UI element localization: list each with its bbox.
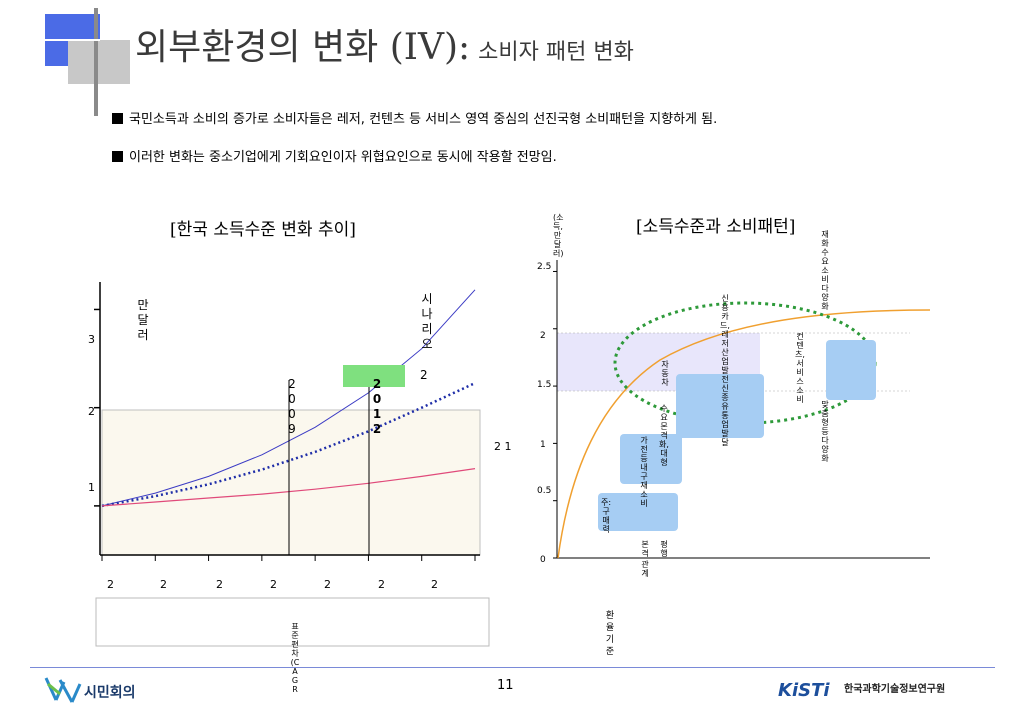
bullet-item-1: 국민소득과 소비의 증가로 소비자들은 레저, 컨텐츠 등 서비스 영역 중심의… bbox=[112, 108, 717, 127]
x-tick-label: 2 bbox=[216, 578, 223, 591]
header-decoration-gray bbox=[68, 40, 130, 84]
right-y-tick-2: 2 bbox=[540, 331, 546, 341]
x-tick-label: 2 bbox=[107, 578, 114, 591]
left-chart-title: [한국 소득수준 변화 추이] bbox=[170, 220, 356, 240]
x-tick-label: 2 bbox=[378, 578, 385, 591]
left-y-tick-2: 2 bbox=[88, 405, 95, 418]
kisti-logo-icon: KiSTi bbox=[778, 680, 830, 701]
right-y-tick-2.5: 2.5 bbox=[537, 262, 552, 272]
bullet-text-2: 이러한 변화는 중소기업에게 기회요인이자 위협요인으로 동시에 작용할 전망임… bbox=[129, 150, 557, 165]
income-consumption-curve bbox=[557, 309, 931, 559]
header-decoration-bar bbox=[94, 8, 98, 116]
right-y-tick-0.5: 0.5 bbox=[537, 486, 552, 496]
page-subtitle: 소비자 패턴 변화 bbox=[478, 40, 634, 65]
vertical-label-parallel: 평행 bbox=[660, 540, 668, 558]
left-side-label: 2 1 bbox=[494, 440, 512, 453]
x-tick-label: 2 bbox=[270, 578, 277, 591]
right-x-caption: 환율 기준 bbox=[605, 611, 615, 657]
header-decoration-line bbox=[45, 39, 100, 41]
left-logo-text: 시민회의 bbox=[84, 685, 136, 701]
vertical-label-full: 본격 bbox=[641, 540, 649, 558]
x-tick-label: 2 bbox=[160, 578, 167, 591]
callout-box bbox=[598, 493, 678, 531]
left-legend-box bbox=[95, 597, 490, 647]
scenario-highlight-box bbox=[343, 365, 405, 387]
left-chart bbox=[94, 282, 490, 647]
right-logo-text: 한국과학기술정보연구원 bbox=[844, 684, 946, 695]
callout-contents: 컨텐츠,서비스소비 bbox=[795, 332, 805, 404]
right-chart-title: [소득수준과 소비패턴] bbox=[636, 217, 796, 237]
left-legend-text: 표준편차(CAGR bbox=[290, 622, 300, 694]
left-footer-logo: 시민회의 bbox=[42, 674, 172, 708]
series-line-scenario-dotted bbox=[101, 381, 476, 508]
page-title-main: 외부환경의 변화 (IV): bbox=[135, 27, 471, 68]
vertical-label-relation: 관계 bbox=[641, 560, 649, 578]
callout-box bbox=[676, 374, 764, 438]
bullet-square-icon bbox=[112, 113, 123, 124]
left-y-axis-label: 만달러 bbox=[137, 298, 149, 342]
x-tick-label: 2 bbox=[431, 578, 438, 591]
vertical-label-credit: 신용카드,레저산업 발전신종 유통업발달 bbox=[720, 294, 730, 447]
right-y-axis-label: (소득, 만달러) bbox=[553, 213, 564, 258]
year-label-2012: 2012 bbox=[372, 377, 382, 436]
right-y-tick-1: 1 bbox=[540, 440, 546, 450]
vertical-label-goods: 재화 수요 소비 다양화 bbox=[821, 230, 829, 311]
footer-divider bbox=[30, 667, 995, 668]
callout-purchasing-power: 주:구매력 bbox=[601, 498, 612, 534]
left-y-tick-1: 1 bbox=[88, 481, 95, 494]
left-y-tick-3: 3 bbox=[88, 333, 95, 346]
callout-auto: 자동차 bbox=[661, 360, 669, 387]
page-title: 외부환경의 변화 (IV): 소비자 패턴 변화 bbox=[135, 18, 634, 70]
callout-box bbox=[826, 340, 876, 400]
right-y-tick-1.5: 1.5 bbox=[537, 380, 552, 390]
scenario-label: 시나리오 bbox=[421, 292, 433, 351]
left-chart-shade bbox=[101, 409, 481, 556]
bullet-text-1: 국민소득과 소비의 증가로 소비자들은 레저, 컨텐츠 등 서비스 영역 중심의… bbox=[129, 112, 718, 127]
scenario-number: 2 bbox=[420, 368, 428, 382]
right-chart bbox=[553, 260, 931, 559]
callout-demand: 수요몬격화,대형 bbox=[659, 404, 669, 467]
right-footer-logo: KiSTi 한국과학기술정보연구원 bbox=[778, 678, 1008, 706]
year-label-2009: 2009 bbox=[288, 377, 296, 436]
page-number: 11 bbox=[497, 678, 514, 693]
right-y-tick-0: 0 bbox=[540, 555, 546, 565]
bullet-item-2: 이러한 변화는 중소기업에게 기회요인이자 위협요인으로 동시에 작용할 전망임… bbox=[112, 146, 557, 165]
x-tick-label: 2 bbox=[324, 578, 331, 591]
callout-appliances: 가전 등 내구재소비 bbox=[640, 436, 648, 508]
callout-box bbox=[620, 434, 682, 484]
vertical-label-custom: 맞춤형 등다양화 bbox=[821, 400, 829, 463]
citizen-logo-icon bbox=[44, 677, 82, 703]
bullet-square-icon bbox=[112, 151, 123, 162]
